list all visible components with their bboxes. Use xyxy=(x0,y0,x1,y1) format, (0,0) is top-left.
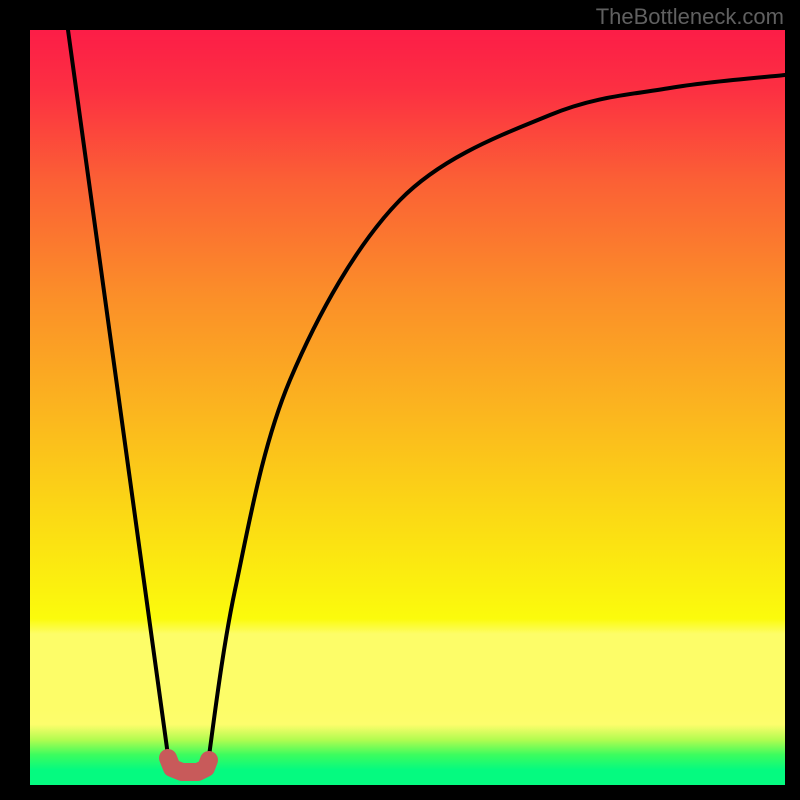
watermark-text: TheBottleneck.com xyxy=(596,4,784,30)
curve-overlay xyxy=(30,30,785,785)
plot-area xyxy=(30,30,785,785)
chart-container: TheBottleneck.com xyxy=(0,0,800,800)
